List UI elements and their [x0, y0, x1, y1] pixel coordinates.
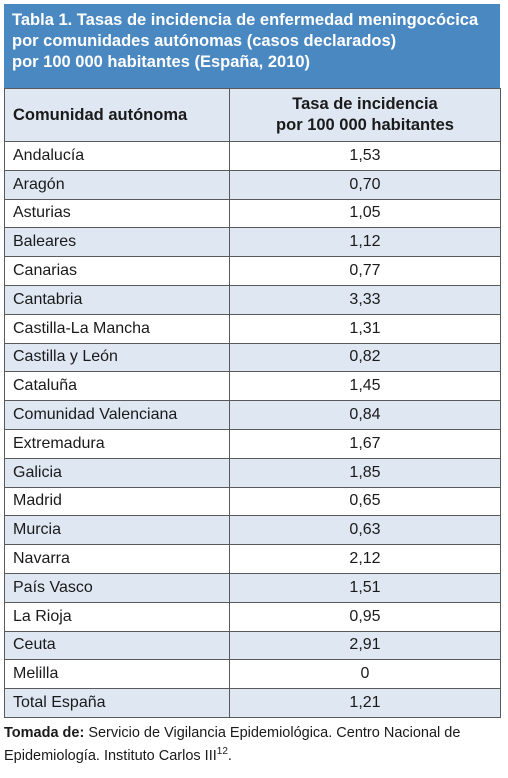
- community-name: Castilla y León: [4, 342, 230, 373]
- community-name: Madrid: [4, 486, 230, 517]
- table-row: Melilla 0: [4, 659, 501, 690]
- incidence-rate: 1,21: [229, 688, 501, 718]
- title-line-2: por comunidades autónomas (casos declara…: [12, 32, 397, 50]
- header-rate-line-2: por 100 000 habitantes: [276, 116, 454, 134]
- incidence-rate: 1,51: [229, 572, 501, 603]
- header-community: Comunidad autónoma: [4, 88, 230, 142]
- table-title: Tabla 1. Tasas de incidencia de enfermed…: [4, 4, 500, 88]
- table-row: Castilla y León 0,82: [4, 342, 501, 373]
- source-end: .: [227, 748, 232, 764]
- source-reference: 12: [216, 746, 228, 758]
- community-name: Baleares: [4, 227, 230, 258]
- community-name: Asturias: [4, 198, 230, 229]
- table-row: Castilla-La Mancha 1,31: [4, 313, 501, 344]
- community-name: Cataluña: [4, 371, 230, 402]
- community-name: La Rioja: [4, 601, 230, 632]
- table-row: Comunidad Valenciana 0,84: [4, 400, 501, 430]
- table-body: Andalucía 1,53 Aragón 0,70 Asturias 1,05 Balea…: [4, 141, 501, 718]
- title-line-3: por 100 000 habitantes (España, 2010): [12, 53, 311, 71]
- table-row: Murcia 0,63: [4, 515, 501, 546]
- community-name: Murcia: [4, 515, 230, 546]
- community-name: Comunidad Valenciana: [4, 400, 230, 430]
- community-name: Cantabria: [4, 284, 230, 315]
- community-name: Canarias: [4, 256, 230, 286]
- title-line-1: Tabla 1. Tasas de incidencia de enfermed…: [12, 11, 479, 29]
- community-name: Ceuta: [4, 630, 230, 661]
- table-row: Galicia 1,85: [4, 457, 501, 488]
- table-row: Andalucía 1,53: [4, 141, 501, 171]
- table-row: Total España 1,21: [4, 688, 501, 718]
- incidence-table: Comunidad autónoma Tasa de incidencia po…: [4, 88, 501, 718]
- incidence-rate: 2,12: [229, 544, 501, 574]
- incidence-rate: 1,67: [229, 428, 501, 459]
- source-text-2: Epidemiología. Instituto Carlos III: [4, 748, 217, 764]
- table-row: Cataluña 1,45: [4, 371, 501, 402]
- table-row: Madrid 0,65: [4, 486, 501, 517]
- community-name: Galicia: [4, 457, 230, 488]
- community-name: País Vasco: [4, 572, 230, 603]
- incidence-rate: 0,77: [229, 256, 501, 286]
- community-name: Andalucía: [4, 141, 230, 171]
- table-row: Extremadura 1,67: [4, 428, 501, 459]
- table-row: Cantabria 3,33: [4, 284, 501, 315]
- header-rate: Tasa de incidencia por 100 000 habitante…: [229, 88, 501, 142]
- community-name: Total España: [4, 688, 230, 718]
- table-row: País Vasco 1,51: [4, 572, 501, 603]
- incidence-rate: 0,82: [229, 342, 501, 373]
- incidence-rate: 1,12: [229, 227, 501, 258]
- incidence-rate: 3,33: [229, 284, 501, 315]
- incidence-rate: 1,53: [229, 141, 501, 171]
- community-name: Aragón: [4, 169, 230, 200]
- table-row: Navarra 2,12: [4, 544, 501, 574]
- incidence-rate: 0,63: [229, 515, 501, 546]
- incidence-rate: 0,95: [229, 601, 501, 632]
- header-rate-line-1: Tasa de incidencia: [292, 95, 438, 113]
- table-row: Baleares 1,12: [4, 227, 501, 258]
- table-row: Aragón 0,70: [4, 169, 501, 200]
- incidence-rate: 0: [229, 659, 501, 690]
- source-text-1: Servicio de Vigilancia Epidemiológica. C…: [84, 725, 461, 741]
- incidence-rate: 0,70: [229, 169, 501, 200]
- source-label: Tomada de:: [4, 725, 85, 741]
- community-name: Castilla-La Mancha: [4, 313, 230, 344]
- table-row: Ceuta 2,91: [4, 630, 501, 661]
- table-row: Asturias 1,05: [4, 198, 501, 229]
- incidence-rate: 0,84: [229, 400, 501, 430]
- incidence-rate: 0,65: [229, 486, 501, 517]
- table-row: La Rioja 0,95: [4, 601, 501, 632]
- community-name: Navarra: [4, 544, 230, 574]
- incidence-rate: 1,45: [229, 371, 501, 402]
- incidence-rate: 1,85: [229, 457, 501, 488]
- community-name: Melilla: [4, 659, 230, 690]
- table-row: Canarias 0,77: [4, 256, 501, 286]
- incidence-rate: 1,31: [229, 313, 501, 344]
- community-name: Extremadura: [4, 428, 230, 459]
- source-note: Tomada de: Servicio de Vigilancia Epidem…: [4, 722, 504, 768]
- incidence-rate: 2,91: [229, 630, 501, 661]
- table-header-row: Comunidad autónoma Tasa de incidencia po…: [4, 88, 501, 142]
- incidence-rate: 1,05: [229, 198, 501, 229]
